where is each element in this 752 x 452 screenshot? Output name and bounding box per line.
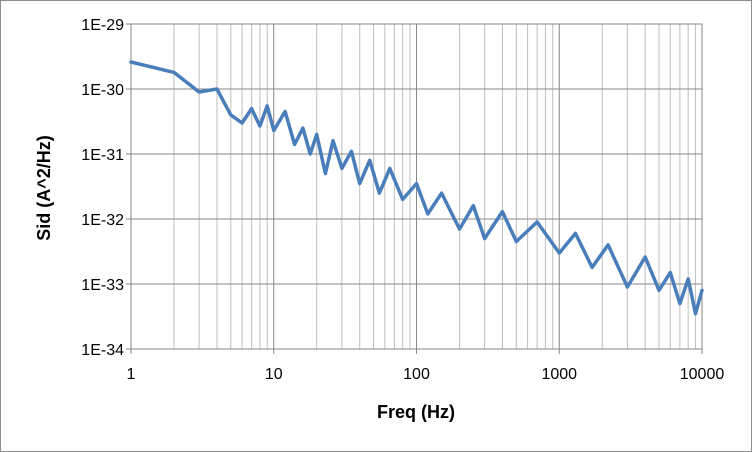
x-tick-label: 1 — [127, 366, 136, 383]
y-tick-label: 1E-29 — [81, 17, 124, 34]
axis-layer — [126, 23, 703, 354]
x-axis-title: Freq (Hz) — [377, 402, 455, 422]
y-tick-label: 1E-30 — [81, 82, 124, 99]
series-layer — [129, 60, 704, 316]
y-tick-label: 1E-31 — [81, 147, 124, 164]
y-tick-label: 1E-34 — [81, 342, 124, 359]
x-tick-label: 100 — [403, 366, 430, 383]
y-tick-label: 1E-32 — [81, 212, 124, 229]
tick-label-layer: 1 10 100 1000 10000 1E-29 1E-30 1E-31 1E-32 1E-33… — [81, 17, 724, 383]
x-tick-label: 10000 — [680, 366, 725, 383]
x-tick-label: 10 — [265, 366, 283, 383]
x-tick-label: 1000 — [541, 366, 577, 383]
series-line — [129, 60, 704, 316]
y-tick-label: 1E-33 — [81, 277, 124, 294]
y-axis-title: Sid (A^2/Hz) — [34, 135, 54, 241]
